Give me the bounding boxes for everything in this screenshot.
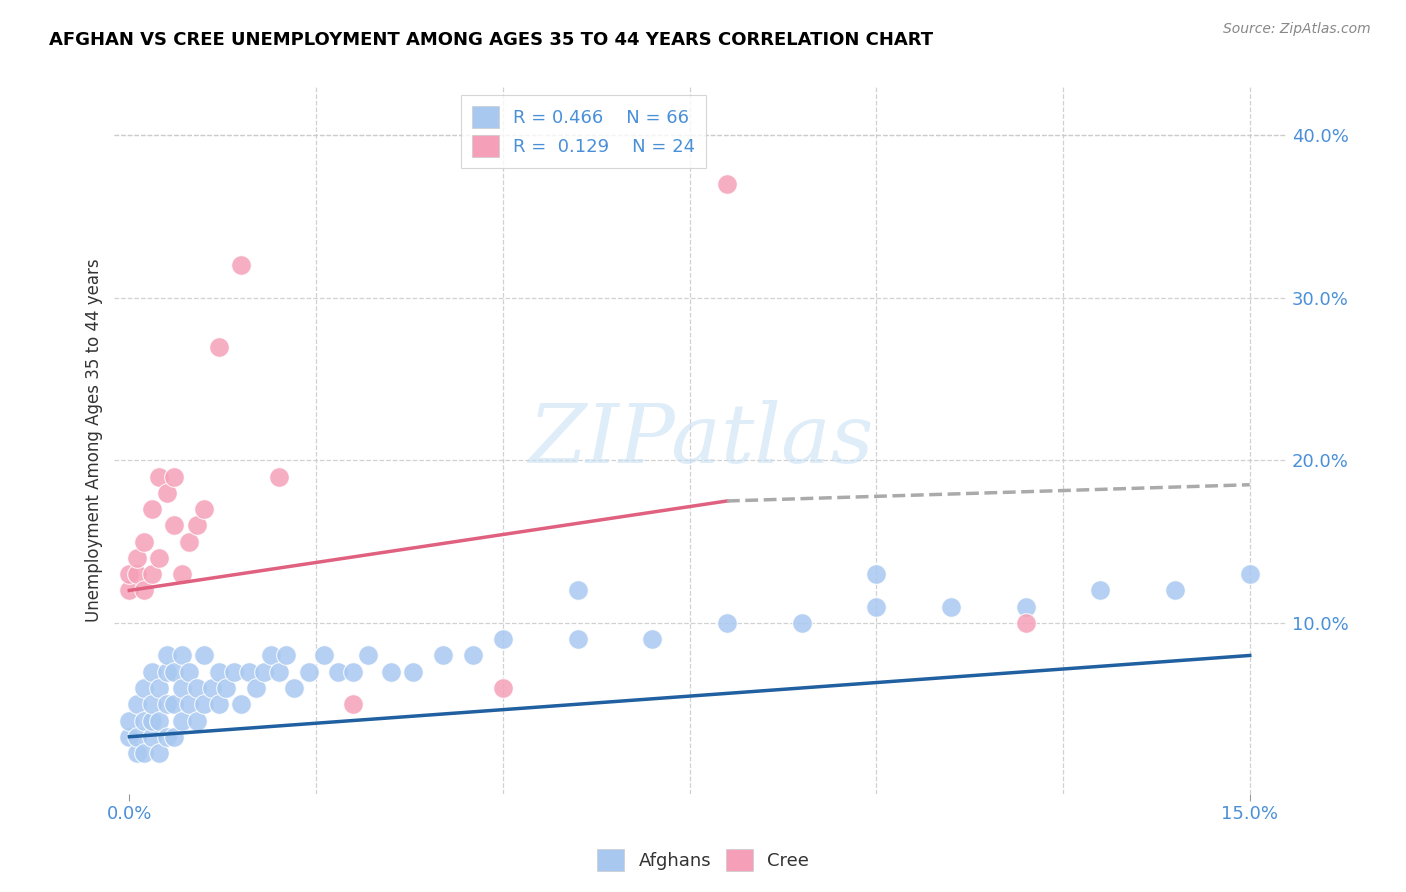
Point — [125, 550, 148, 565]
Point — [312, 648, 335, 663]
Point — [156, 698, 179, 712]
Point — [716, 177, 738, 191]
Point — [231, 698, 253, 712]
Point — [1014, 599, 1036, 614]
Point — [177, 698, 200, 712]
Point — [163, 518, 186, 533]
Legend: R = 0.466    N = 66, R =  0.129    N = 24: R = 0.466 N = 66, R = 0.129 N = 24 — [461, 95, 706, 169]
Point — [790, 615, 813, 630]
Point — [163, 469, 186, 483]
Point — [148, 469, 170, 483]
Point — [253, 665, 276, 679]
Text: Source: ZipAtlas.com: Source: ZipAtlas.com — [1223, 22, 1371, 37]
Point — [156, 648, 179, 663]
Point — [125, 730, 148, 744]
Point — [1090, 583, 1112, 598]
Point — [148, 746, 170, 760]
Text: AFGHAN VS CREE UNEMPLOYMENT AMONG AGES 35 TO 44 YEARS CORRELATION CHART: AFGHAN VS CREE UNEMPLOYMENT AMONG AGES 3… — [49, 31, 934, 49]
Point — [134, 534, 156, 549]
Point — [1164, 583, 1187, 598]
Point — [170, 567, 193, 582]
Point — [118, 583, 141, 598]
Point — [186, 681, 208, 695]
Point — [267, 665, 290, 679]
Point — [141, 730, 163, 744]
Point — [267, 469, 290, 483]
Point — [208, 665, 231, 679]
Point — [177, 534, 200, 549]
Point — [260, 648, 283, 663]
Point — [118, 714, 141, 728]
Point — [193, 698, 215, 712]
Point — [125, 698, 148, 712]
Point — [118, 567, 141, 582]
Point — [939, 599, 962, 614]
Point — [432, 648, 454, 663]
Point — [200, 681, 222, 695]
Point — [238, 665, 260, 679]
Point — [170, 648, 193, 663]
Point — [177, 665, 200, 679]
Y-axis label: Unemployment Among Ages 35 to 44 years: Unemployment Among Ages 35 to 44 years — [86, 258, 103, 622]
Point — [156, 730, 179, 744]
Point — [357, 648, 380, 663]
Point — [297, 665, 319, 679]
Point — [283, 681, 305, 695]
Point — [148, 550, 170, 565]
Point — [865, 599, 887, 614]
Point — [141, 567, 163, 582]
Point — [716, 615, 738, 630]
Point — [342, 698, 364, 712]
Point — [186, 714, 208, 728]
Point — [641, 632, 664, 647]
Point — [163, 730, 186, 744]
Point — [1239, 567, 1261, 582]
Point — [193, 502, 215, 516]
Point — [148, 714, 170, 728]
Point — [163, 698, 186, 712]
Point — [141, 665, 163, 679]
Point — [141, 698, 163, 712]
Point — [134, 746, 156, 760]
Point — [402, 665, 425, 679]
Point — [208, 698, 231, 712]
Point — [567, 583, 589, 598]
Point — [125, 567, 148, 582]
Point — [170, 681, 193, 695]
Point — [328, 665, 350, 679]
Point — [141, 714, 163, 728]
Point — [492, 681, 515, 695]
Point — [156, 665, 179, 679]
Point — [163, 665, 186, 679]
Point — [134, 583, 156, 598]
Point — [141, 502, 163, 516]
Point — [1014, 615, 1036, 630]
Point — [222, 665, 245, 679]
Point — [134, 714, 156, 728]
Point — [492, 632, 515, 647]
Point — [461, 648, 484, 663]
Point — [170, 714, 193, 728]
Text: ZIPatlas: ZIPatlas — [529, 400, 873, 480]
Point — [342, 665, 364, 679]
Point — [276, 648, 298, 663]
Point — [193, 648, 215, 663]
Point — [215, 681, 238, 695]
Point — [186, 518, 208, 533]
Legend: Afghans, Cree: Afghans, Cree — [589, 842, 817, 879]
Point — [865, 567, 887, 582]
Point — [231, 258, 253, 272]
Point — [134, 681, 156, 695]
Point — [148, 681, 170, 695]
Point — [208, 339, 231, 353]
Point — [125, 746, 148, 760]
Point — [245, 681, 267, 695]
Point — [118, 730, 141, 744]
Point — [380, 665, 402, 679]
Point — [156, 486, 179, 500]
Point — [567, 632, 589, 647]
